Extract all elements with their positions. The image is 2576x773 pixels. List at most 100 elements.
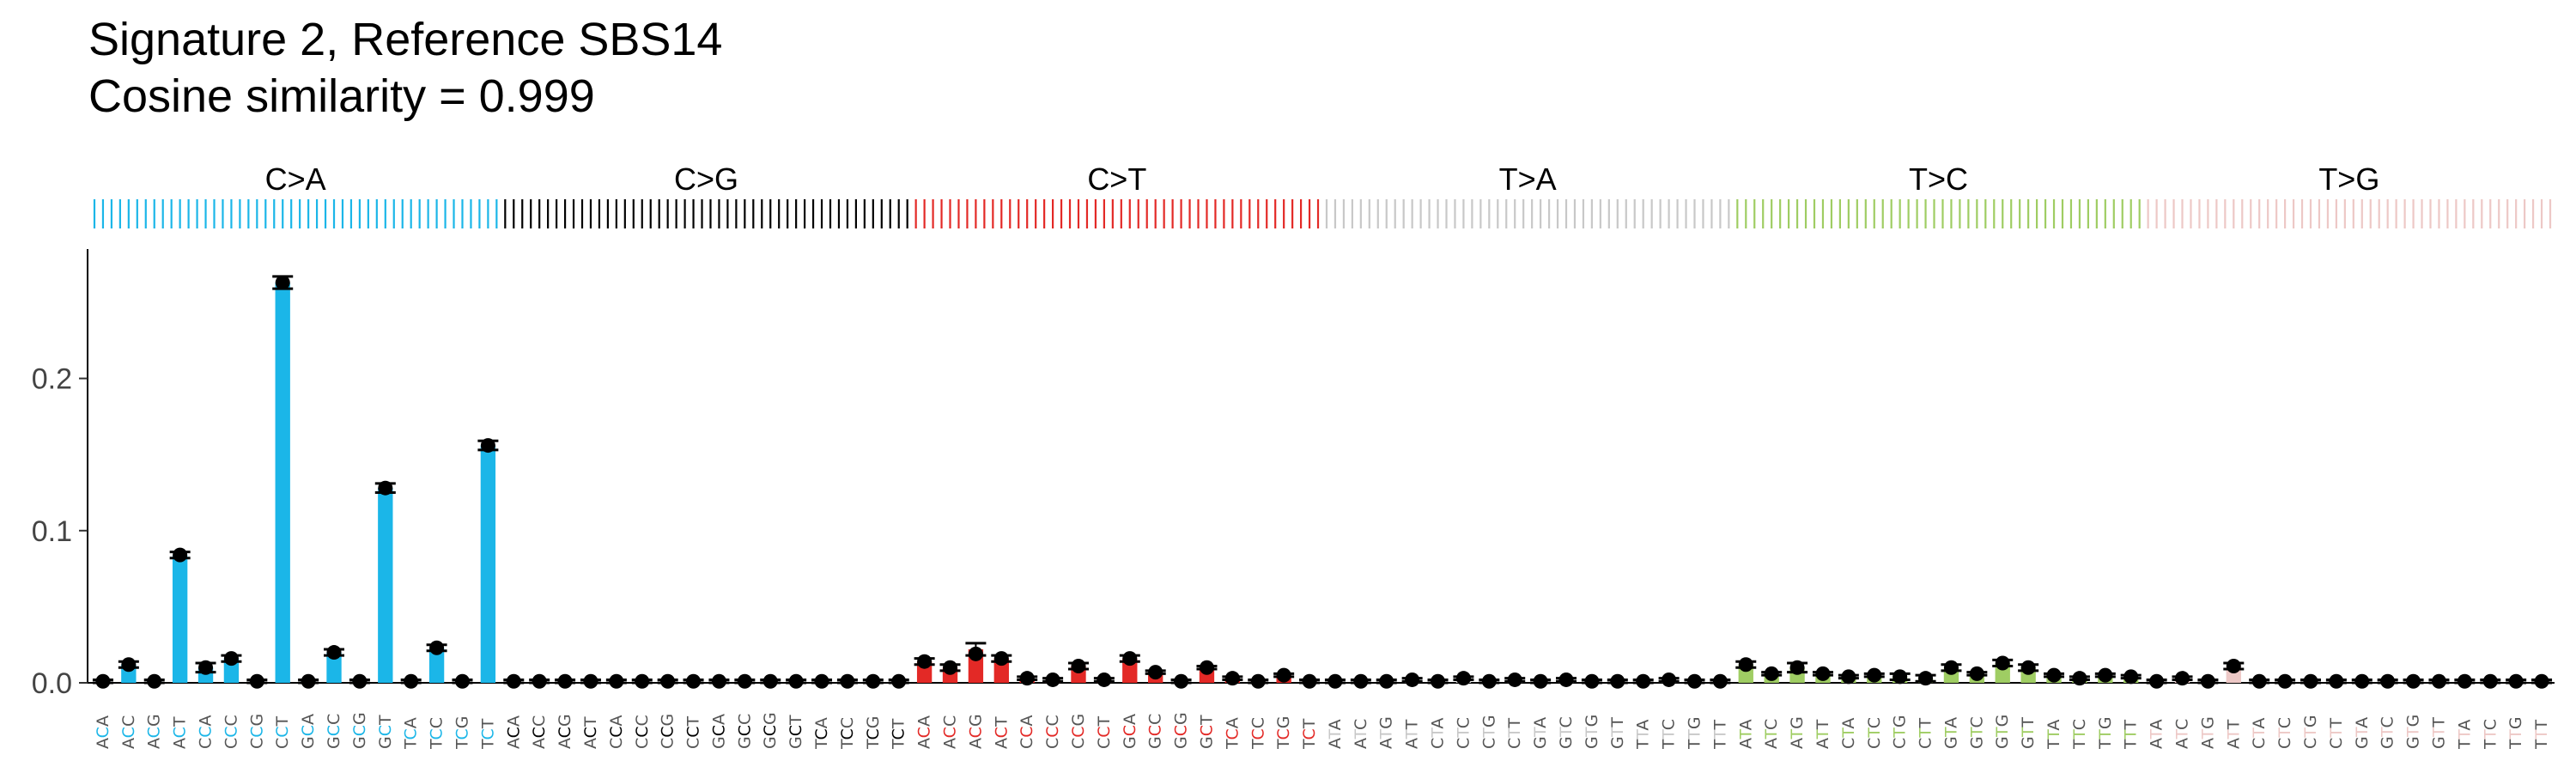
context-3prime: A <box>1941 717 1960 728</box>
error-bars <box>92 275 2553 685</box>
context-center: C <box>247 726 266 737</box>
context-center: C <box>581 727 600 738</box>
context-center: C <box>761 725 780 736</box>
x-tick-label: ATC <box>1352 719 1370 749</box>
reference-point <box>1815 666 1831 681</box>
x-tick-label: ATG <box>1377 716 1396 749</box>
context-3prime: C <box>941 715 960 727</box>
reference-point <box>1148 665 1163 680</box>
reference-point <box>891 673 907 689</box>
context-center: T <box>1634 729 1653 740</box>
x-tick-label: CCG <box>247 714 266 749</box>
context-3prime: C <box>735 714 754 725</box>
reference-point <box>2380 673 2396 689</box>
x-tick-label: ACT <box>581 716 600 749</box>
context-3prime: A <box>2044 720 2063 731</box>
context-5prime: A <box>1377 738 1396 749</box>
reference-point <box>2431 673 2446 689</box>
context-5prime: A <box>966 738 985 749</box>
context-center: T <box>1326 728 1345 740</box>
context-5prime: T <box>1660 739 1679 750</box>
context-5prime: C <box>1865 738 1884 749</box>
context-3prime: T <box>890 718 908 729</box>
context-3prime: C <box>1865 717 1884 728</box>
reference-point <box>1918 671 1934 686</box>
context-center: C <box>864 728 883 740</box>
context-center: C <box>299 725 318 736</box>
context-center: C <box>659 726 677 737</box>
x-tick-label: CCT <box>273 715 292 749</box>
context-5prime: A <box>1814 738 1832 749</box>
reference-point <box>2534 673 2549 689</box>
context-center: T <box>2019 727 2038 738</box>
context-3prime: C <box>1249 717 1267 728</box>
reference-point <box>1686 673 1702 689</box>
x-tick-label: GTT <box>2429 717 2448 749</box>
context-center: C <box>222 726 240 737</box>
context-center: C <box>966 727 985 738</box>
reference-point <box>198 660 214 675</box>
context-5prime: T <box>2122 739 2141 750</box>
x-tick-label: CTT <box>1917 717 1935 749</box>
context-3prime: A <box>1326 719 1345 730</box>
context-3prime: T <box>1710 719 1729 730</box>
context-3prime: G <box>659 714 677 727</box>
reference-point <box>249 673 264 689</box>
context-3prime: C <box>633 715 652 726</box>
x-tick-label: ACC <box>119 715 138 749</box>
context-3prime: G <box>1069 714 1088 727</box>
context-center: T <box>1583 727 1601 738</box>
context-center: T <box>2224 728 2243 740</box>
context-center: T <box>2198 728 2217 740</box>
context-3prime: C <box>2070 719 2089 730</box>
x-tick-label: ACT <box>171 716 190 749</box>
context-3prime: T <box>273 715 292 727</box>
context-3prime: A <box>2455 720 2474 731</box>
context-3prime: A <box>915 715 934 727</box>
reference-point <box>2354 673 2370 689</box>
bars <box>95 282 2549 683</box>
context-center: T <box>1941 727 1960 738</box>
context-3prime: T <box>1608 717 1627 728</box>
x-tick-label: TTT <box>1710 719 1729 750</box>
x-tick-label: GCT <box>787 715 805 749</box>
bar <box>480 445 496 683</box>
context-3prime: A <box>504 715 523 727</box>
context-center: C <box>171 727 190 738</box>
x-tick-label: ACA <box>915 715 934 749</box>
reference-point <box>609 673 624 689</box>
context-center: C <box>376 725 395 736</box>
reference-point <box>1738 657 1753 673</box>
context-5prime: C <box>247 738 266 749</box>
context-center: C <box>735 725 754 736</box>
context-center: T <box>1557 727 1576 738</box>
context-5prime: A <box>2148 738 2166 749</box>
x-tick-label: CCC <box>222 715 240 749</box>
x-tick-label: ATC <box>2173 719 2192 749</box>
context-center: T <box>2096 729 2115 740</box>
context-3prime: A <box>402 717 421 728</box>
bar <box>378 488 393 683</box>
reference-point <box>1841 669 1856 685</box>
context-center: C <box>1223 728 1242 740</box>
context-center: C <box>1069 726 1088 737</box>
reference-point <box>1481 673 1497 689</box>
context-5prime: T <box>1634 739 1653 750</box>
context-center: T <box>1531 727 1550 738</box>
group-label-3: T>A <box>1499 161 1557 197</box>
reference-point <box>275 275 290 290</box>
context-5prime: T <box>890 739 908 750</box>
context-5prime: A <box>1403 738 1422 749</box>
context-center: T <box>2379 727 2397 738</box>
x-tick-label: GTG <box>1993 715 2012 749</box>
reference-point <box>2226 659 2241 674</box>
reference-point <box>2277 673 2293 689</box>
x-tick-label: TCG <box>864 715 883 750</box>
axes: 0.0 0.1 0.2 <box>32 249 2555 700</box>
context-3prime: A <box>1429 718 1448 729</box>
x-tick-label: GTA <box>1531 717 1550 749</box>
x-tick-label: ACA <box>504 715 523 749</box>
context-center: T <box>1967 727 1986 738</box>
context-center: C <box>1043 726 1062 737</box>
